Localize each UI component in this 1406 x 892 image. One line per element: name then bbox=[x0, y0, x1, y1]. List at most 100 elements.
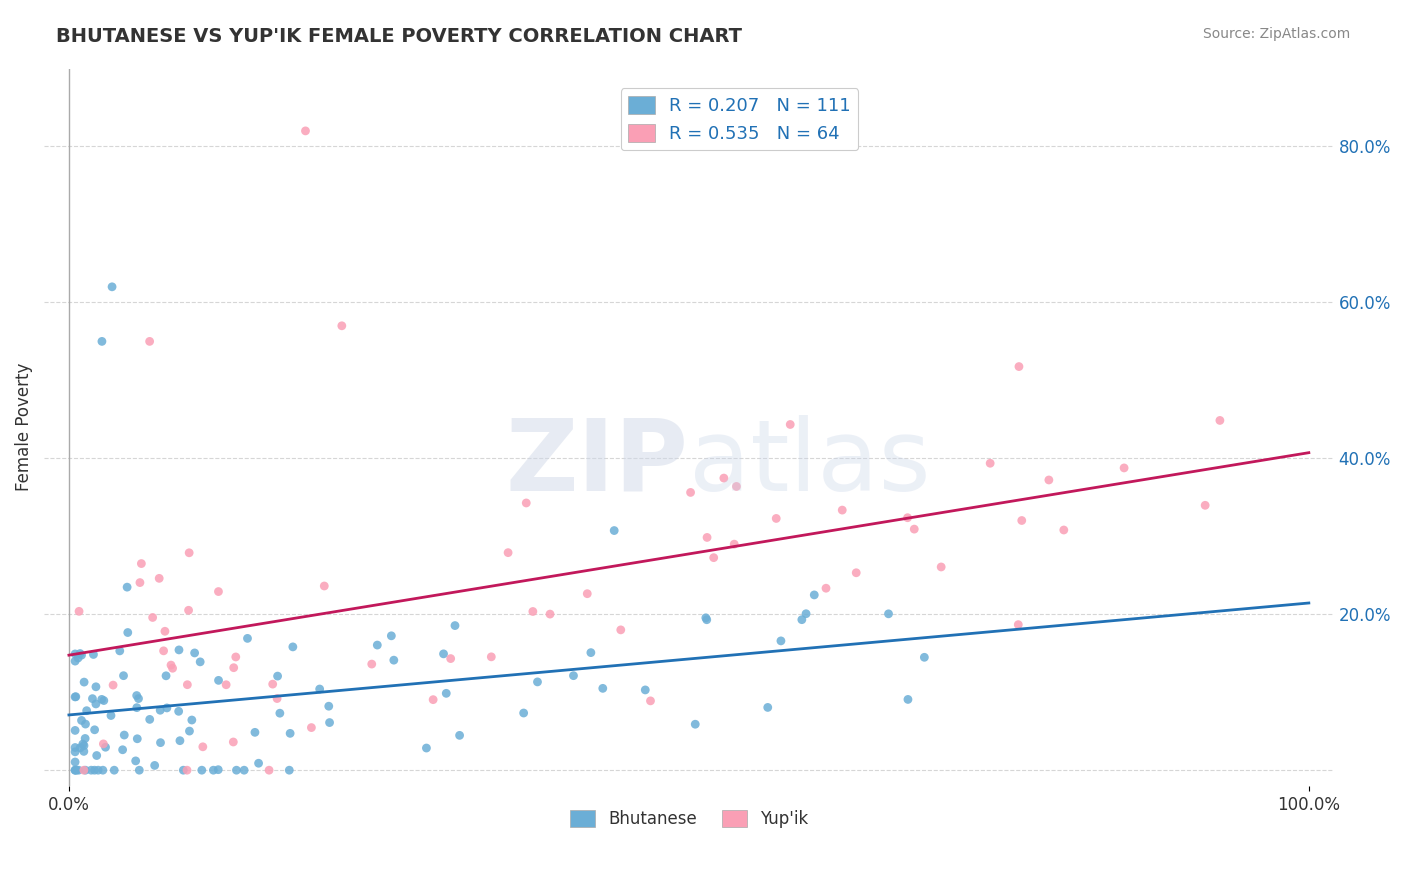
Yup'ik bbox=[222, 735, 245, 749]
Yup'ik bbox=[979, 456, 1001, 470]
Bhutanese bbox=[634, 682, 657, 697]
Yup'ik bbox=[903, 522, 925, 536]
Yup'ik bbox=[152, 644, 174, 658]
Yup'ik bbox=[314, 579, 336, 593]
Yup'ik bbox=[266, 691, 288, 706]
Bhutanese bbox=[63, 723, 86, 738]
Bhutanese bbox=[149, 736, 172, 750]
Bhutanese bbox=[83, 723, 105, 737]
Bhutanese bbox=[93, 693, 115, 707]
Yup'ik bbox=[262, 677, 284, 691]
Bhutanese bbox=[63, 690, 86, 704]
Yup'ik bbox=[703, 550, 725, 565]
Yup'ik bbox=[153, 624, 176, 639]
Yup'ik bbox=[225, 649, 247, 664]
Bhutanese bbox=[67, 763, 90, 777]
Bhutanese bbox=[75, 763, 97, 777]
Yup'ik bbox=[1209, 413, 1232, 427]
Bhutanese bbox=[562, 668, 585, 682]
Bhutanese bbox=[167, 704, 190, 718]
Bhutanese bbox=[80, 763, 103, 777]
Yup'ik bbox=[1007, 617, 1029, 632]
Yup'ik bbox=[679, 485, 702, 500]
Bhutanese bbox=[191, 763, 214, 777]
Bhutanese bbox=[683, 717, 706, 731]
Yup'ik bbox=[814, 581, 837, 595]
Bhutanese bbox=[86, 748, 108, 763]
Bhutanese bbox=[269, 706, 291, 721]
Bhutanese bbox=[434, 686, 457, 700]
Bhutanese bbox=[202, 763, 225, 777]
Bhutanese bbox=[65, 763, 87, 777]
Bhutanese bbox=[167, 643, 190, 657]
Yup'ik bbox=[299, 721, 322, 735]
Yup'ik bbox=[138, 334, 160, 349]
Bhutanese bbox=[432, 647, 454, 661]
Text: atlas: atlas bbox=[689, 415, 931, 511]
Yup'ik bbox=[765, 511, 787, 525]
Bhutanese bbox=[579, 646, 602, 660]
Text: Source: ZipAtlas.com: Source: ZipAtlas.com bbox=[1202, 27, 1350, 41]
Bhutanese bbox=[415, 741, 437, 756]
Bhutanese bbox=[897, 692, 920, 706]
Bhutanese bbox=[188, 655, 211, 669]
Yup'ik bbox=[131, 557, 153, 571]
Bhutanese bbox=[69, 740, 91, 755]
Yup'ik bbox=[93, 737, 115, 751]
Bhutanese bbox=[84, 697, 107, 711]
Bhutanese bbox=[117, 625, 139, 640]
Yup'ik bbox=[101, 678, 124, 692]
Yup'ik bbox=[640, 694, 662, 708]
Yup'ik bbox=[779, 417, 801, 432]
Bhutanese bbox=[236, 632, 259, 646]
Bhutanese bbox=[233, 763, 256, 777]
Yup'ik bbox=[696, 531, 718, 545]
Bhutanese bbox=[72, 737, 94, 751]
Bhutanese bbox=[512, 706, 534, 720]
Bhutanese bbox=[156, 701, 179, 715]
Yup'ik bbox=[207, 584, 229, 599]
Yup'ik bbox=[176, 763, 198, 777]
Y-axis label: Female Poverty: Female Poverty bbox=[15, 363, 32, 491]
Yup'ik bbox=[1011, 514, 1033, 528]
Yup'ik bbox=[723, 537, 745, 551]
Bhutanese bbox=[169, 733, 191, 747]
Yup'ik bbox=[160, 658, 183, 673]
Bhutanese bbox=[63, 763, 86, 777]
Yup'ik bbox=[294, 124, 316, 138]
Bhutanese bbox=[143, 758, 166, 772]
Yup'ik bbox=[576, 587, 599, 601]
Text: BHUTANESE VS YUP'IK FEMALE POVERTY CORRELATION CHART: BHUTANESE VS YUP'IK FEMALE POVERTY CORRE… bbox=[56, 27, 742, 45]
Bhutanese bbox=[115, 580, 138, 594]
Bhutanese bbox=[63, 647, 86, 661]
Yup'ik bbox=[142, 610, 165, 624]
Bhutanese bbox=[90, 334, 112, 349]
Bhutanese bbox=[266, 669, 288, 683]
Bhutanese bbox=[444, 618, 467, 632]
Bhutanese bbox=[278, 726, 301, 740]
Bhutanese bbox=[769, 633, 792, 648]
Bhutanese bbox=[94, 740, 117, 755]
Bhutanese bbox=[281, 640, 304, 654]
Bhutanese bbox=[155, 669, 177, 683]
Yup'ik bbox=[522, 605, 544, 619]
Bhutanese bbox=[75, 717, 97, 731]
Bhutanese bbox=[308, 681, 330, 696]
Yup'ik bbox=[422, 692, 444, 706]
Bhutanese bbox=[73, 744, 96, 758]
Bhutanese bbox=[112, 668, 135, 682]
Yup'ik bbox=[896, 510, 918, 524]
Bhutanese bbox=[112, 728, 135, 742]
Bhutanese bbox=[179, 724, 201, 739]
Yup'ik bbox=[929, 560, 952, 574]
Bhutanese bbox=[756, 700, 779, 714]
Bhutanese bbox=[695, 611, 717, 625]
Bhutanese bbox=[449, 728, 471, 742]
Yup'ik bbox=[610, 623, 633, 637]
Bhutanese bbox=[63, 654, 86, 668]
Bhutanese bbox=[696, 613, 718, 627]
Bhutanese bbox=[73, 739, 96, 753]
Bhutanese bbox=[207, 763, 229, 777]
Yup'ik bbox=[148, 571, 170, 585]
Bhutanese bbox=[125, 700, 148, 714]
